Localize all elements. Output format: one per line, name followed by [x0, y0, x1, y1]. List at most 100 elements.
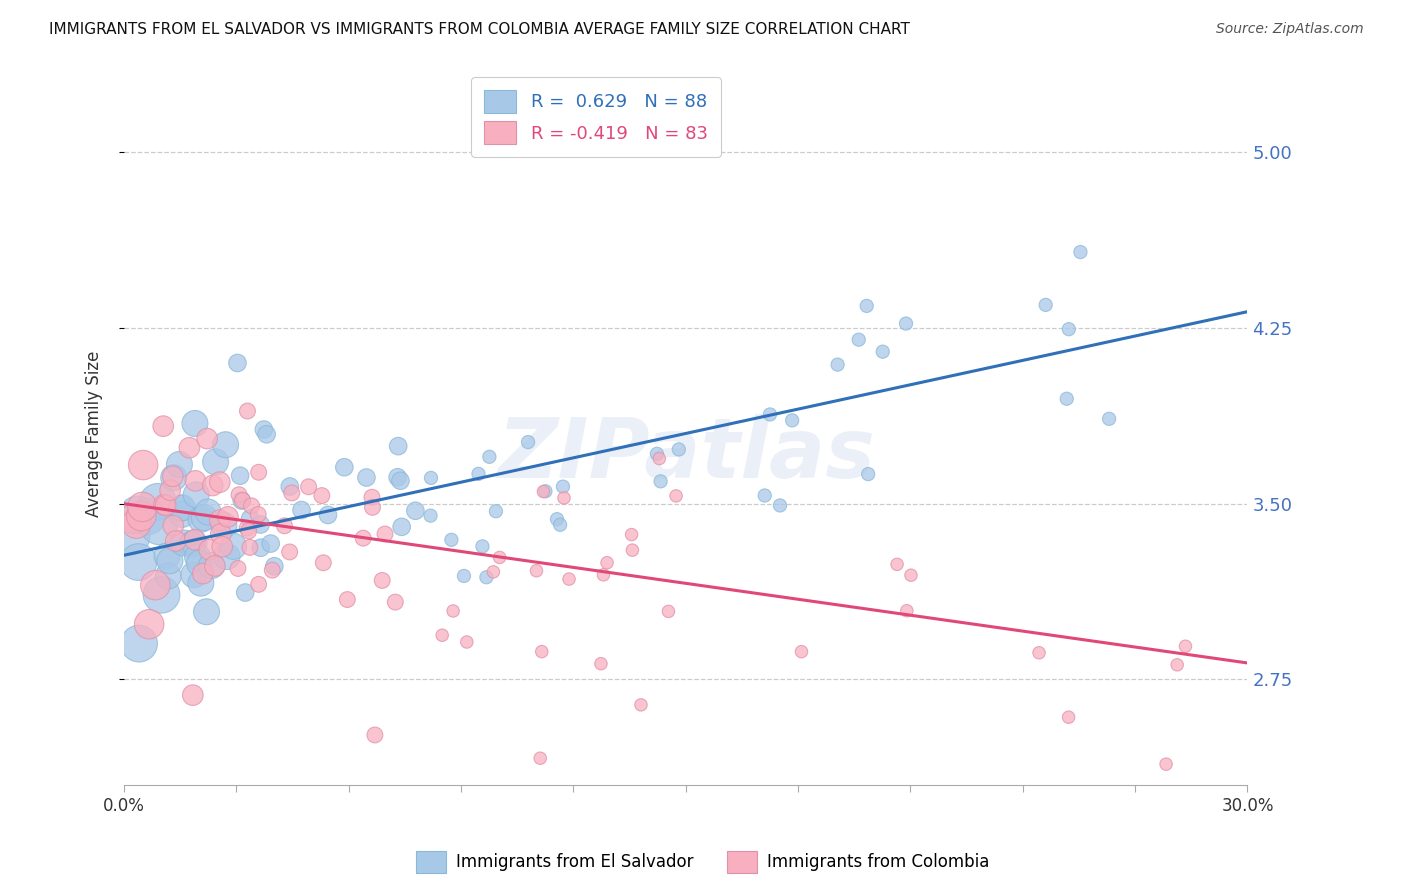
Point — [236, 521, 259, 535]
Point — [280, 486, 302, 500]
Point — [232, 493, 254, 508]
Point — [316, 508, 339, 522]
Point — [122, 511, 145, 525]
Point — [190, 576, 212, 591]
Point — [273, 518, 295, 533]
Point — [278, 545, 301, 559]
Point — [156, 549, 179, 563]
Point — [1166, 657, 1188, 672]
Point — [263, 559, 285, 574]
Point — [374, 527, 396, 541]
Point — [136, 509, 159, 524]
Point — [170, 508, 193, 522]
Point — [165, 533, 187, 548]
Point — [128, 637, 150, 651]
Point — [336, 592, 359, 607]
Point — [456, 635, 478, 649]
Point — [1035, 298, 1057, 312]
Point — [138, 617, 160, 632]
Point — [247, 508, 270, 522]
Text: Source: ZipAtlas.com: Source: ZipAtlas.com — [1216, 22, 1364, 37]
Point — [131, 500, 153, 514]
Point — [467, 467, 489, 481]
Point — [645, 447, 668, 461]
Point — [630, 698, 652, 712]
Point — [148, 519, 170, 533]
Text: IMMIGRANTS FROM EL SALVADOR VS IMMIGRANTS FROM COLOMBIA AVERAGE FAMILY SIZE CORR: IMMIGRANTS FROM EL SALVADOR VS IMMIGRANT… — [49, 22, 910, 37]
Point — [155, 498, 177, 512]
Point — [546, 512, 568, 526]
Point — [592, 567, 614, 582]
Point — [125, 516, 148, 531]
Point — [191, 566, 214, 581]
Point — [827, 358, 849, 372]
Point — [1174, 639, 1197, 653]
Point — [665, 489, 688, 503]
Point — [333, 460, 356, 475]
Point — [228, 488, 250, 502]
Point — [247, 465, 270, 479]
Point — [754, 488, 776, 502]
Legend: R =  0.629   N = 88, R = -0.419   N = 83: R = 0.629 N = 88, R = -0.419 N = 83 — [471, 77, 720, 157]
Point — [529, 751, 551, 765]
Point — [152, 419, 174, 434]
Point — [179, 441, 201, 455]
Point — [482, 565, 505, 579]
Point — [208, 475, 231, 490]
Point — [127, 555, 149, 569]
Point — [364, 728, 387, 742]
Point — [517, 435, 540, 450]
Point — [657, 604, 679, 618]
Point — [183, 536, 205, 550]
Point — [548, 517, 571, 532]
Point — [387, 470, 409, 484]
Point — [780, 413, 803, 427]
Point — [475, 570, 498, 584]
Point — [361, 490, 384, 504]
Point — [441, 604, 464, 618]
Point — [249, 517, 271, 532]
Point — [187, 549, 209, 564]
Point — [488, 550, 510, 565]
Point — [526, 564, 548, 578]
Point — [1069, 245, 1091, 260]
Point — [896, 604, 918, 618]
Point — [256, 427, 278, 442]
Point — [387, 439, 409, 453]
Point — [1154, 757, 1177, 772]
Point — [198, 542, 221, 557]
Point — [1056, 392, 1078, 406]
Point — [352, 531, 374, 545]
Point — [239, 541, 262, 555]
Point — [1057, 322, 1080, 336]
Point — [212, 518, 235, 533]
Point — [420, 471, 443, 485]
Point — [183, 567, 205, 582]
Point — [534, 484, 557, 499]
Point — [186, 488, 208, 502]
Point — [215, 549, 238, 564]
Point — [278, 479, 301, 493]
Point — [430, 628, 453, 642]
Point — [361, 500, 384, 515]
Point — [214, 438, 236, 452]
Point — [231, 493, 253, 508]
Point — [621, 543, 644, 558]
Point — [222, 540, 245, 554]
Point — [589, 657, 612, 671]
Point — [872, 344, 894, 359]
Point — [553, 491, 575, 505]
Point — [668, 442, 690, 457]
Point — [238, 524, 260, 538]
Point — [384, 595, 406, 609]
Point — [226, 356, 249, 370]
Point — [162, 518, 184, 533]
Point — [204, 455, 226, 469]
Point — [297, 480, 319, 494]
Point — [157, 569, 180, 583]
Point — [894, 317, 917, 331]
Point — [453, 569, 475, 583]
Point — [311, 489, 333, 503]
Point — [159, 483, 181, 498]
Point — [190, 512, 212, 526]
